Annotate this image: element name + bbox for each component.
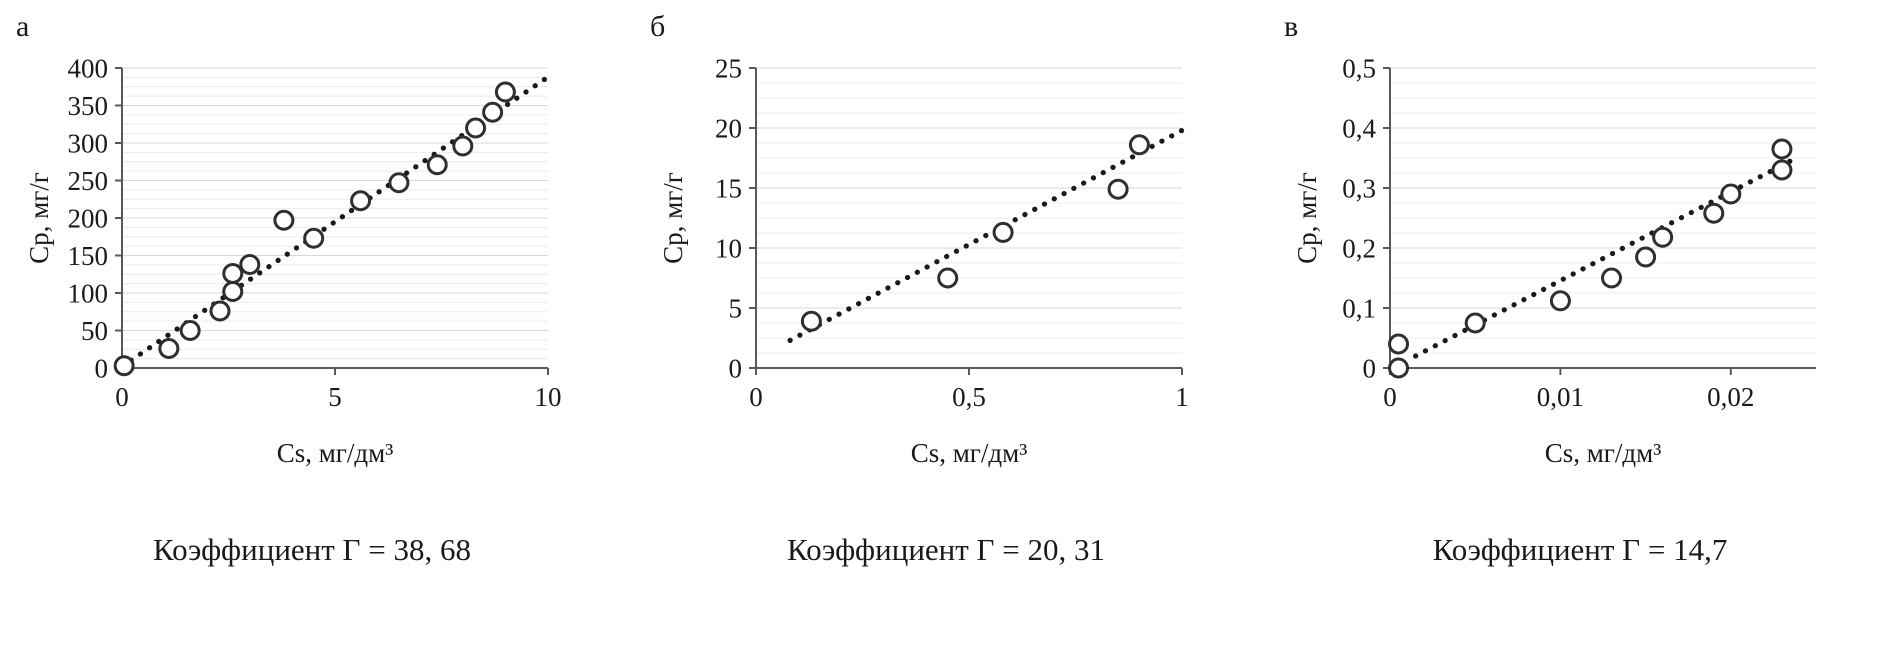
x-tick-label: 0 bbox=[1383, 382, 1397, 412]
caption-b: Коэффициент Г = 20, 31 bbox=[787, 532, 1105, 567]
caption-v: Коэффициент Г = 14,7 bbox=[1432, 532, 1728, 567]
minor-gridlines bbox=[122, 76, 548, 360]
data-point bbox=[1703, 202, 1725, 224]
x-tick-label: 5 bbox=[328, 382, 342, 412]
data-point bbox=[303, 227, 325, 249]
panel-letter-v: в bbox=[1284, 10, 1299, 43]
chart-panels: а 0 50 100 150 200 250 300 350 400 0 5 10 Cp, мг/г Cs… bbox=[0, 6, 1902, 568]
data-point bbox=[388, 172, 410, 194]
x-tick-label: 0,01 bbox=[1537, 382, 1584, 412]
y-tick-label: 0 bbox=[1363, 353, 1377, 383]
trendline bbox=[1412, 158, 1794, 359]
x-tick-label: 0 bbox=[749, 382, 763, 412]
data-point bbox=[800, 310, 822, 332]
data-point bbox=[158, 338, 180, 359]
y-axis-title: Cp, мг/г bbox=[24, 172, 54, 264]
data-point bbox=[1549, 290, 1571, 312]
y-tick-label: 0,2 bbox=[1342, 233, 1376, 263]
caption-a: Коэффициент Г = 38, 68 bbox=[153, 532, 471, 567]
data-point bbox=[426, 154, 448, 176]
y-tick-label: 250 bbox=[68, 166, 109, 196]
data-points bbox=[1388, 138, 1793, 379]
data-points bbox=[113, 81, 516, 377]
axes: 0 5 10 15 20 25 0 0,5 1 bbox=[715, 53, 1189, 412]
data-point bbox=[1771, 159, 1793, 181]
y-tick-label: 25 bbox=[715, 53, 742, 83]
minor-gridlines bbox=[1390, 82, 1816, 354]
data-point bbox=[239, 254, 261, 275]
scatter-chart-a: 0 50 100 150 200 250 300 350 400 0 5 10 Cp, мг/г Cs, … bbox=[24, 53, 562, 468]
data-point bbox=[494, 81, 516, 103]
data-point bbox=[465, 117, 487, 139]
x-axis-title: Cs, мг/дм³ bbox=[277, 438, 394, 468]
y-tick-label: 10 bbox=[715, 233, 742, 263]
y-axis-title: Cp, мг/г bbox=[1292, 172, 1322, 264]
x-tick-label: 1 bbox=[1175, 382, 1189, 412]
data-point bbox=[1652, 226, 1674, 248]
data-point bbox=[1388, 357, 1410, 379]
y-tick-label: 50 bbox=[81, 316, 108, 346]
data-point bbox=[1601, 267, 1623, 289]
y-tick-label: 15 bbox=[715, 173, 742, 203]
axes: 0 50 100 150 200 250 300 350 400 0 5 10 bbox=[68, 53, 562, 412]
data-point bbox=[113, 355, 135, 377]
scatter-chart-v: 0 0,1 0,2 0,3 0,4 0,5 0 0,01 0,02 Cp, мг/г Cs, мг/… bbox=[1292, 53, 1816, 468]
data-point bbox=[1388, 333, 1410, 355]
data-points bbox=[800, 134, 1150, 332]
panel-letter-b: б bbox=[650, 10, 666, 43]
data-point bbox=[222, 281, 244, 302]
data-point bbox=[350, 190, 372, 212]
y-axis-title: Cp, мг/г bbox=[658, 172, 688, 264]
x-axis-title: Cs, мг/дм³ bbox=[911, 438, 1028, 468]
data-point bbox=[452, 135, 474, 157]
data-point bbox=[273, 209, 295, 231]
data-point bbox=[222, 263, 244, 284]
y-tick-label: 400 bbox=[68, 53, 109, 83]
panel-b: б 0 5 10 15 20 25 0 0,5 1 Cp, мг/г Cs, мг/дм³ Коэф… bbox=[634, 6, 1268, 568]
data-point bbox=[1464, 312, 1486, 334]
y-tick-label: 100 bbox=[68, 278, 109, 308]
data-point bbox=[1720, 183, 1742, 205]
y-tick-label: 20 bbox=[715, 113, 742, 143]
y-tick-label: 0,3 bbox=[1342, 173, 1376, 203]
y-tick-label: 350 bbox=[68, 91, 109, 121]
y-tick-label: 0,4 bbox=[1342, 113, 1376, 143]
x-tick-label: 0,5 bbox=[952, 382, 986, 412]
panel-letter-a: а bbox=[16, 10, 30, 43]
x-axis-title: Cs, мг/дм³ bbox=[1545, 438, 1662, 468]
y-tick-label: 300 bbox=[68, 128, 109, 158]
major-gridlines bbox=[1390, 67, 1816, 369]
y-tick-label: 0 bbox=[95, 353, 109, 383]
y-tick-label: 0,1 bbox=[1342, 293, 1376, 323]
data-point bbox=[482, 101, 504, 123]
panel-a: а 0 50 100 150 200 250 300 350 400 0 5 10 Cp, мг/г Cs… bbox=[0, 6, 634, 568]
x-tick-label: 0 bbox=[115, 382, 129, 412]
data-point bbox=[209, 300, 231, 322]
x-tick-label: 0,02 bbox=[1707, 382, 1754, 412]
axes: 0 0,1 0,2 0,3 0,4 0,5 0 0,01 0,02 bbox=[1342, 53, 1816, 412]
data-point bbox=[992, 221, 1014, 243]
scatter-chart-b: 0 5 10 15 20 25 0 0,5 1 Cp, мг/г Cs, мг/дм³ bbox=[658, 53, 1189, 468]
minor-gridlines bbox=[756, 82, 1182, 354]
data-point bbox=[179, 320, 201, 341]
y-tick-label: 0 bbox=[729, 353, 743, 383]
data-point bbox=[1107, 178, 1129, 200]
y-tick-label: 150 bbox=[68, 241, 109, 271]
data-point bbox=[1128, 134, 1150, 156]
data-point bbox=[937, 267, 959, 289]
x-tick-label: 10 bbox=[535, 382, 562, 412]
y-tick-label: 5 bbox=[729, 293, 743, 323]
y-tick-label: 0,5 bbox=[1342, 53, 1376, 83]
data-point bbox=[1771, 138, 1793, 160]
trendline bbox=[119, 74, 551, 370]
trendline bbox=[787, 127, 1185, 343]
y-tick-label: 200 bbox=[68, 203, 109, 233]
data-point bbox=[1635, 246, 1657, 268]
panel-v: в 0 0,1 0,2 0,3 0,4 0,5 0 0,01 0,02 Cp, мг/г Cs, м… bbox=[1268, 6, 1902, 568]
